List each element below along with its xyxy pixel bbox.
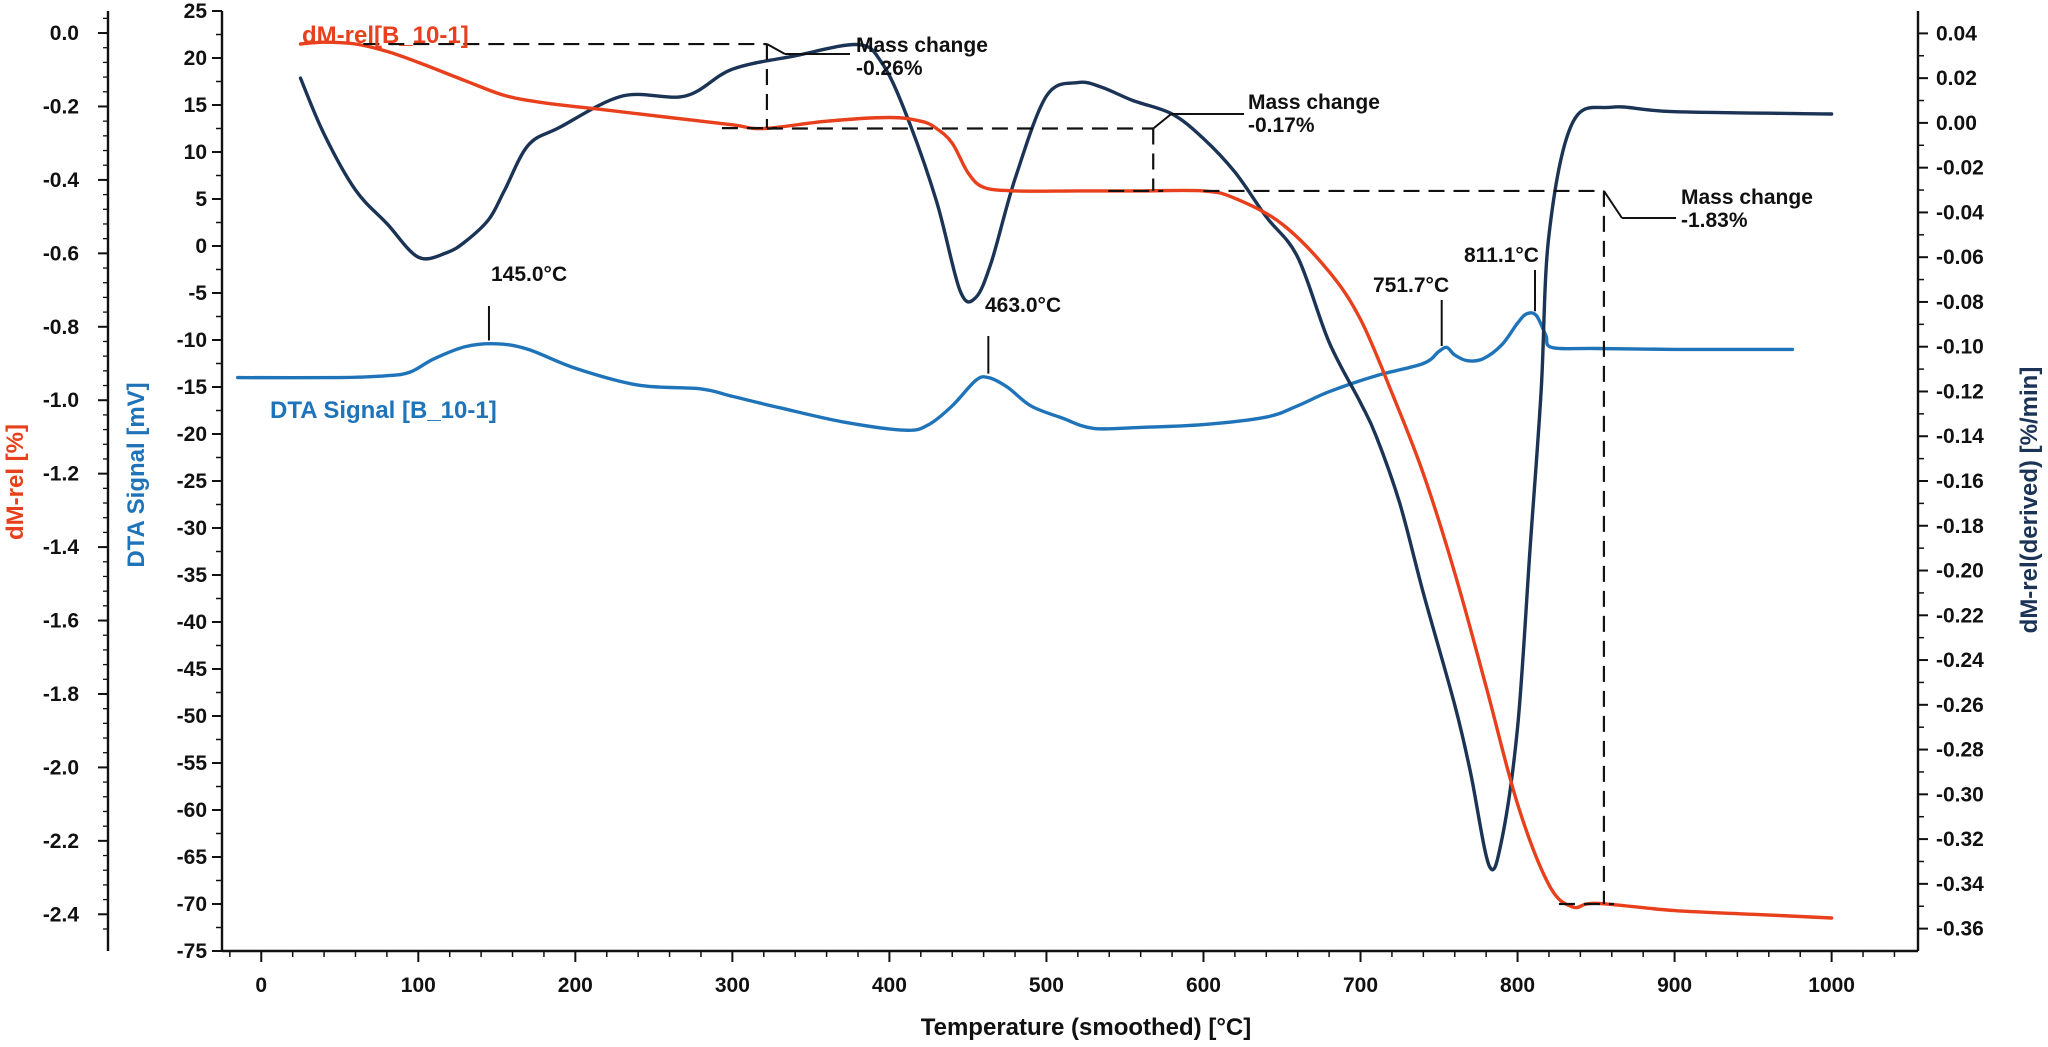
dta-tick-label: -55 xyxy=(177,752,208,775)
deriv-tick-label: -0.02 xyxy=(1936,157,1984,180)
deriv-tick-label: 0.00 xyxy=(1936,112,1977,135)
deriv-tick-label: -0.30 xyxy=(1936,783,1984,806)
x-tick-label: 200 xyxy=(558,974,593,997)
x-tick-label: 700 xyxy=(1343,974,1378,997)
deriv-tick-label: -0.16 xyxy=(1936,470,1984,493)
dta-tick-label: -25 xyxy=(177,470,208,493)
plot-frame xyxy=(106,11,1920,953)
x-tick-label: 800 xyxy=(1500,974,1535,997)
mass-tick-label: -2.2 xyxy=(43,830,79,853)
mass-tick-label: -0.4 xyxy=(43,169,80,192)
x-tick-label: 500 xyxy=(1029,974,1064,997)
mass-tick-label: -1.8 xyxy=(43,683,80,706)
dta-tick-label: -35 xyxy=(177,564,208,587)
dta-tick-label: 20 xyxy=(184,47,207,70)
dta-tick-label: 5 xyxy=(195,188,207,211)
dta-tick-label: -75 xyxy=(177,940,208,963)
mass-change-leader xyxy=(1152,113,1172,130)
mass-tick-label: -1.6 xyxy=(43,610,79,633)
data-series xyxy=(236,40,1834,920)
deriv-tick-label: -0.24 xyxy=(1936,649,1984,672)
deriv-tick-label: -0.32 xyxy=(1936,828,1984,851)
dta-tick-label: 25 xyxy=(184,0,208,23)
mass-tick-label: -2.4 xyxy=(43,903,80,926)
deriv-tick-label: -0.26 xyxy=(1936,694,1984,717)
dta-tick-label: -60 xyxy=(177,799,207,822)
x-tick-label: 0 xyxy=(255,974,267,997)
x-tick-label: 100 xyxy=(401,974,436,997)
deriv-tick-label: -0.20 xyxy=(1936,560,1984,583)
deriv-tick-label: -0.18 xyxy=(1936,515,1984,538)
series-line-mass xyxy=(298,40,1834,920)
mass-tick-label: -1.0 xyxy=(43,389,79,412)
mass-tick-label: -1.4 xyxy=(43,536,80,559)
deriv-tick-label: -0.04 xyxy=(1936,201,1984,224)
dta-tick-label: -30 xyxy=(177,517,207,540)
deriv-tick-label: 0.02 xyxy=(1936,67,1977,90)
annotations xyxy=(363,42,1676,906)
mass-change-leader xyxy=(1603,190,1623,219)
x-tick-label: 300 xyxy=(715,974,750,997)
dta-tick-label: -15 xyxy=(177,376,208,399)
series-line-dta xyxy=(236,311,1795,432)
deriv-tick-label: -0.12 xyxy=(1936,380,1984,403)
deriv-tick-label: -0.36 xyxy=(1936,918,1984,941)
axis-ticks: 0 100 200 300 400 500 600 700 800 900 100025201510… xyxy=(43,0,1984,997)
dta-tick-label: 0 xyxy=(195,235,207,258)
deriv-tick-label: -0.08 xyxy=(1936,291,1984,314)
dta-tick-label: -50 xyxy=(177,705,207,728)
dta-tick-label: -40 xyxy=(177,611,207,634)
mass-tick-label: -0.2 xyxy=(43,95,79,118)
dta-tick-label: -10 xyxy=(177,329,207,352)
x-tick-label: 600 xyxy=(1186,974,1221,997)
mass-change-leader xyxy=(766,43,786,55)
dta-tick-label: -20 xyxy=(177,423,207,446)
dta-tick-label: -5 xyxy=(188,282,207,305)
deriv-tick-label: -0.10 xyxy=(1936,336,1984,359)
mass-tick-label: -0.8 xyxy=(43,316,80,339)
x-tick-label: 900 xyxy=(1657,974,1692,997)
mass-tick-label: -2.0 xyxy=(43,756,79,779)
x-tick-label: 400 xyxy=(872,974,907,997)
dta-tick-label: -45 xyxy=(177,658,208,681)
mass-tick-label: -0.6 xyxy=(43,242,79,265)
dta-tick-label: -70 xyxy=(177,893,207,916)
deriv-tick-label: -0.28 xyxy=(1936,739,1984,762)
deriv-tick-label: -0.34 xyxy=(1936,873,1984,896)
deriv-tick-label: -0.06 xyxy=(1936,246,1984,269)
deriv-tick-label: 0.04 xyxy=(1936,22,1977,45)
mass-tick-label: -1.2 xyxy=(43,463,79,486)
mass-tick-label: 0.0 xyxy=(50,22,79,45)
x-tick-label: 1000 xyxy=(1808,974,1855,997)
dta-tick-label: 15 xyxy=(184,94,208,117)
deriv-tick-label: -0.14 xyxy=(1936,425,1984,448)
series-line-deriv xyxy=(298,42,1834,872)
dta-tick-label: 10 xyxy=(184,141,207,164)
deriv-tick-label: -0.22 xyxy=(1936,604,1984,627)
dta-tick-label: -65 xyxy=(177,846,208,869)
